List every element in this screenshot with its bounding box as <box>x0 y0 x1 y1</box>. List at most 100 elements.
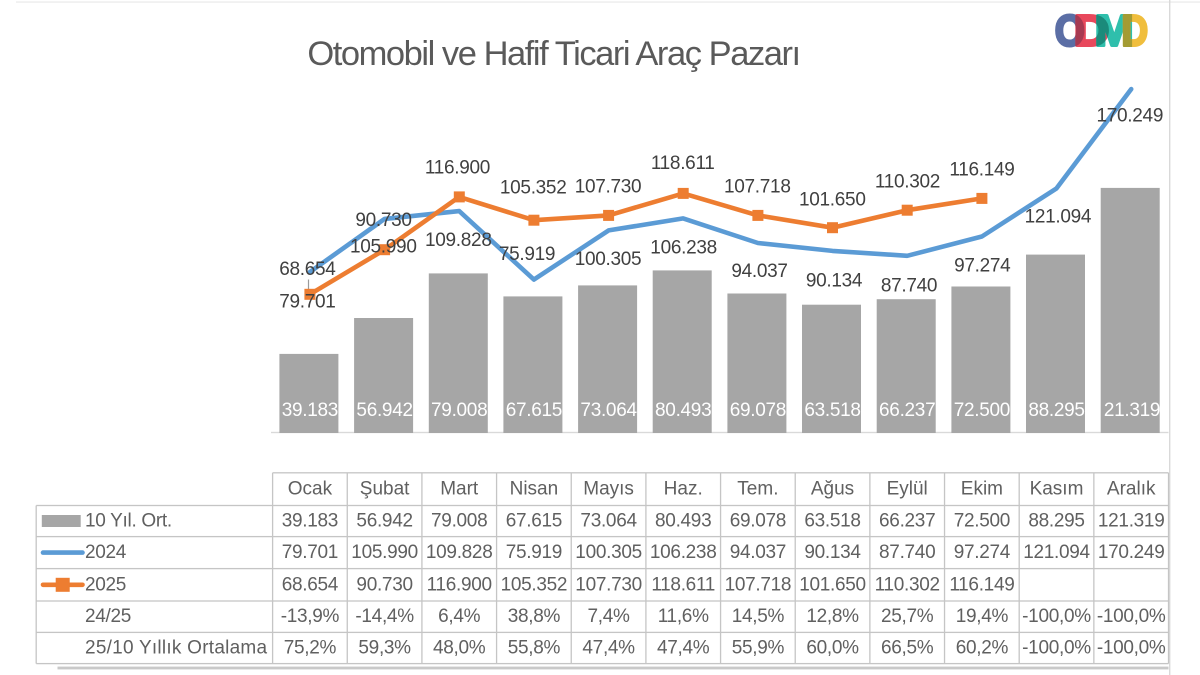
svg-text:121.094: 121.094 <box>1023 542 1090 563</box>
svg-text:Şubat: Şubat <box>360 479 410 500</box>
svg-text:66.237: 66.237 <box>879 400 935 421</box>
svg-text:69.078: 69.078 <box>730 400 786 421</box>
svg-text:47,4%: 47,4% <box>657 638 710 659</box>
svg-text:-14,4%: -14,4% <box>355 606 414 627</box>
svg-text:100.305: 100.305 <box>575 542 642 563</box>
svg-text:97.274: 97.274 <box>954 256 1011 277</box>
svg-text:21.319: 21.319 <box>1104 400 1160 421</box>
svg-text:Mayıs: Mayıs <box>583 479 634 500</box>
svg-text:110.302: 110.302 <box>875 574 940 595</box>
svg-text:67.615: 67.615 <box>506 400 562 421</box>
svg-text:101.650: 101.650 <box>799 190 866 211</box>
svg-text:11,6%: 11,6% <box>658 606 709 627</box>
svg-text:Ocak: Ocak <box>288 479 333 500</box>
svg-text:Haz.: Haz. <box>664 479 703 500</box>
svg-text:M: M <box>1095 6 1134 55</box>
svg-text:109.828: 109.828 <box>426 542 493 563</box>
svg-text:Kasım: Kasım <box>1030 479 1084 500</box>
svg-text:39.183: 39.183 <box>282 511 338 532</box>
svg-text:39.183: 39.183 <box>282 400 338 421</box>
svg-text:116.900: 116.900 <box>427 574 492 595</box>
svg-text:87.740: 87.740 <box>879 542 935 563</box>
svg-text:105.352: 105.352 <box>501 574 568 595</box>
svg-text:106.238: 106.238 <box>650 237 717 258</box>
svg-text:63.518: 63.518 <box>804 400 860 421</box>
svg-text:72.500: 72.500 <box>954 511 1010 532</box>
svg-text:90.134: 90.134 <box>806 271 863 292</box>
svg-text:73.064: 73.064 <box>580 511 637 532</box>
svg-text:Aralık: Aralık <box>1107 479 1156 500</box>
svg-text:79.701: 79.701 <box>279 292 335 313</box>
svg-text:67.615: 67.615 <box>506 511 562 532</box>
svg-text:87.740: 87.740 <box>881 276 937 297</box>
svg-text:38,8%: 38,8% <box>508 606 561 627</box>
svg-text:12,8%: 12,8% <box>806 606 859 627</box>
svg-text:68.654: 68.654 <box>282 574 339 595</box>
svg-text:69.078: 69.078 <box>730 511 786 532</box>
svg-text:Ekim: Ekim <box>961 479 1003 500</box>
svg-text:60,2%: 60,2% <box>956 638 1009 659</box>
svg-text:68.654: 68.654 <box>279 259 336 280</box>
svg-text:D: D <box>1074 6 1110 55</box>
svg-text:66,5%: 66,5% <box>881 638 934 659</box>
svg-text:170.249: 170.249 <box>1098 542 1165 563</box>
svg-text:73.064: 73.064 <box>580 400 637 421</box>
svg-text:14,5%: 14,5% <box>732 606 785 627</box>
svg-text:25/10 Yıllık Ortalama: 25/10 Yıllık Ortalama <box>85 638 268 659</box>
svg-text:101.650: 101.650 <box>799 574 866 595</box>
svg-text:107.730: 107.730 <box>575 177 642 198</box>
svg-text:118.611: 118.611 <box>651 153 715 174</box>
svg-text:110.302: 110.302 <box>875 172 940 193</box>
svg-text:90.730: 90.730 <box>356 574 412 595</box>
svg-text:97.274: 97.274 <box>954 542 1011 563</box>
svg-text:75.919: 75.919 <box>499 244 555 265</box>
svg-text:63.518: 63.518 <box>804 511 860 532</box>
svg-text:94.037: 94.037 <box>731 261 787 282</box>
svg-text:Eylül: Eylül <box>887 479 928 500</box>
svg-text:O: O <box>1055 6 1085 55</box>
svg-text:Ağus: Ağus <box>811 479 854 500</box>
svg-text:116.900: 116.900 <box>425 158 490 179</box>
svg-text:25,7%: 25,7% <box>881 606 934 627</box>
svg-text:24/25: 24/25 <box>85 606 131 627</box>
svg-text:79.701: 79.701 <box>282 542 338 563</box>
svg-text:90.730: 90.730 <box>355 210 411 231</box>
svg-text:6,4%: 6,4% <box>438 606 481 627</box>
svg-text:75.919: 75.919 <box>506 542 562 563</box>
svg-text:M: M <box>1095 6 1134 55</box>
svg-text:55,9%: 55,9% <box>732 638 785 659</box>
svg-text:105.990: 105.990 <box>351 542 418 563</box>
svg-text:-13,9%: -13,9% <box>281 606 340 627</box>
svg-text:66.237: 66.237 <box>879 511 935 532</box>
svg-text:-100,0%: -100,0% <box>1097 638 1166 659</box>
svg-text:88.295: 88.295 <box>1028 511 1084 532</box>
svg-text:Tem.: Tem. <box>737 479 778 500</box>
svg-text:-100,0%: -100,0% <box>1022 606 1091 627</box>
svg-text:106.238: 106.238 <box>650 542 717 563</box>
svg-text:105.352: 105.352 <box>500 178 567 199</box>
svg-text:121.319: 121.319 <box>1098 511 1165 532</box>
svg-text:79.008: 79.008 <box>431 400 487 421</box>
svg-text:10 Yıl. Ort.: 10 Yıl. Ort. <box>85 511 172 532</box>
svg-text:56.942: 56.942 <box>356 400 412 421</box>
svg-text:88.295: 88.295 <box>1028 400 1084 421</box>
svg-text:107.718: 107.718 <box>725 574 792 595</box>
svg-text:59,3%: 59,3% <box>358 638 411 659</box>
svg-text:-100,0%: -100,0% <box>1022 638 1091 659</box>
svg-text:109.828: 109.828 <box>425 230 492 251</box>
svg-text:94.037: 94.037 <box>730 542 786 563</box>
svg-text:105.990: 105.990 <box>350 237 417 258</box>
svg-text:D: D <box>1074 6 1110 55</box>
svg-text:D: D <box>1122 5 1148 55</box>
svg-text:100.305: 100.305 <box>575 249 642 270</box>
svg-text:55,8%: 55,8% <box>508 638 561 659</box>
svg-text:80.493: 80.493 <box>655 400 711 421</box>
svg-text:90.134: 90.134 <box>804 542 861 563</box>
svg-text:170.249: 170.249 <box>1097 105 1164 126</box>
svg-text:107.730: 107.730 <box>575 574 642 595</box>
svg-text:Nisan: Nisan <box>510 479 559 500</box>
svg-text:121.094: 121.094 <box>1025 206 1092 227</box>
svg-text:80.493: 80.493 <box>655 511 711 532</box>
svg-text:79.008: 79.008 <box>431 511 487 532</box>
svg-text:Otomobil ve Hafif Ticari Araç: Otomobil ve Hafif Ticari Araç Pazarı <box>307 35 799 73</box>
